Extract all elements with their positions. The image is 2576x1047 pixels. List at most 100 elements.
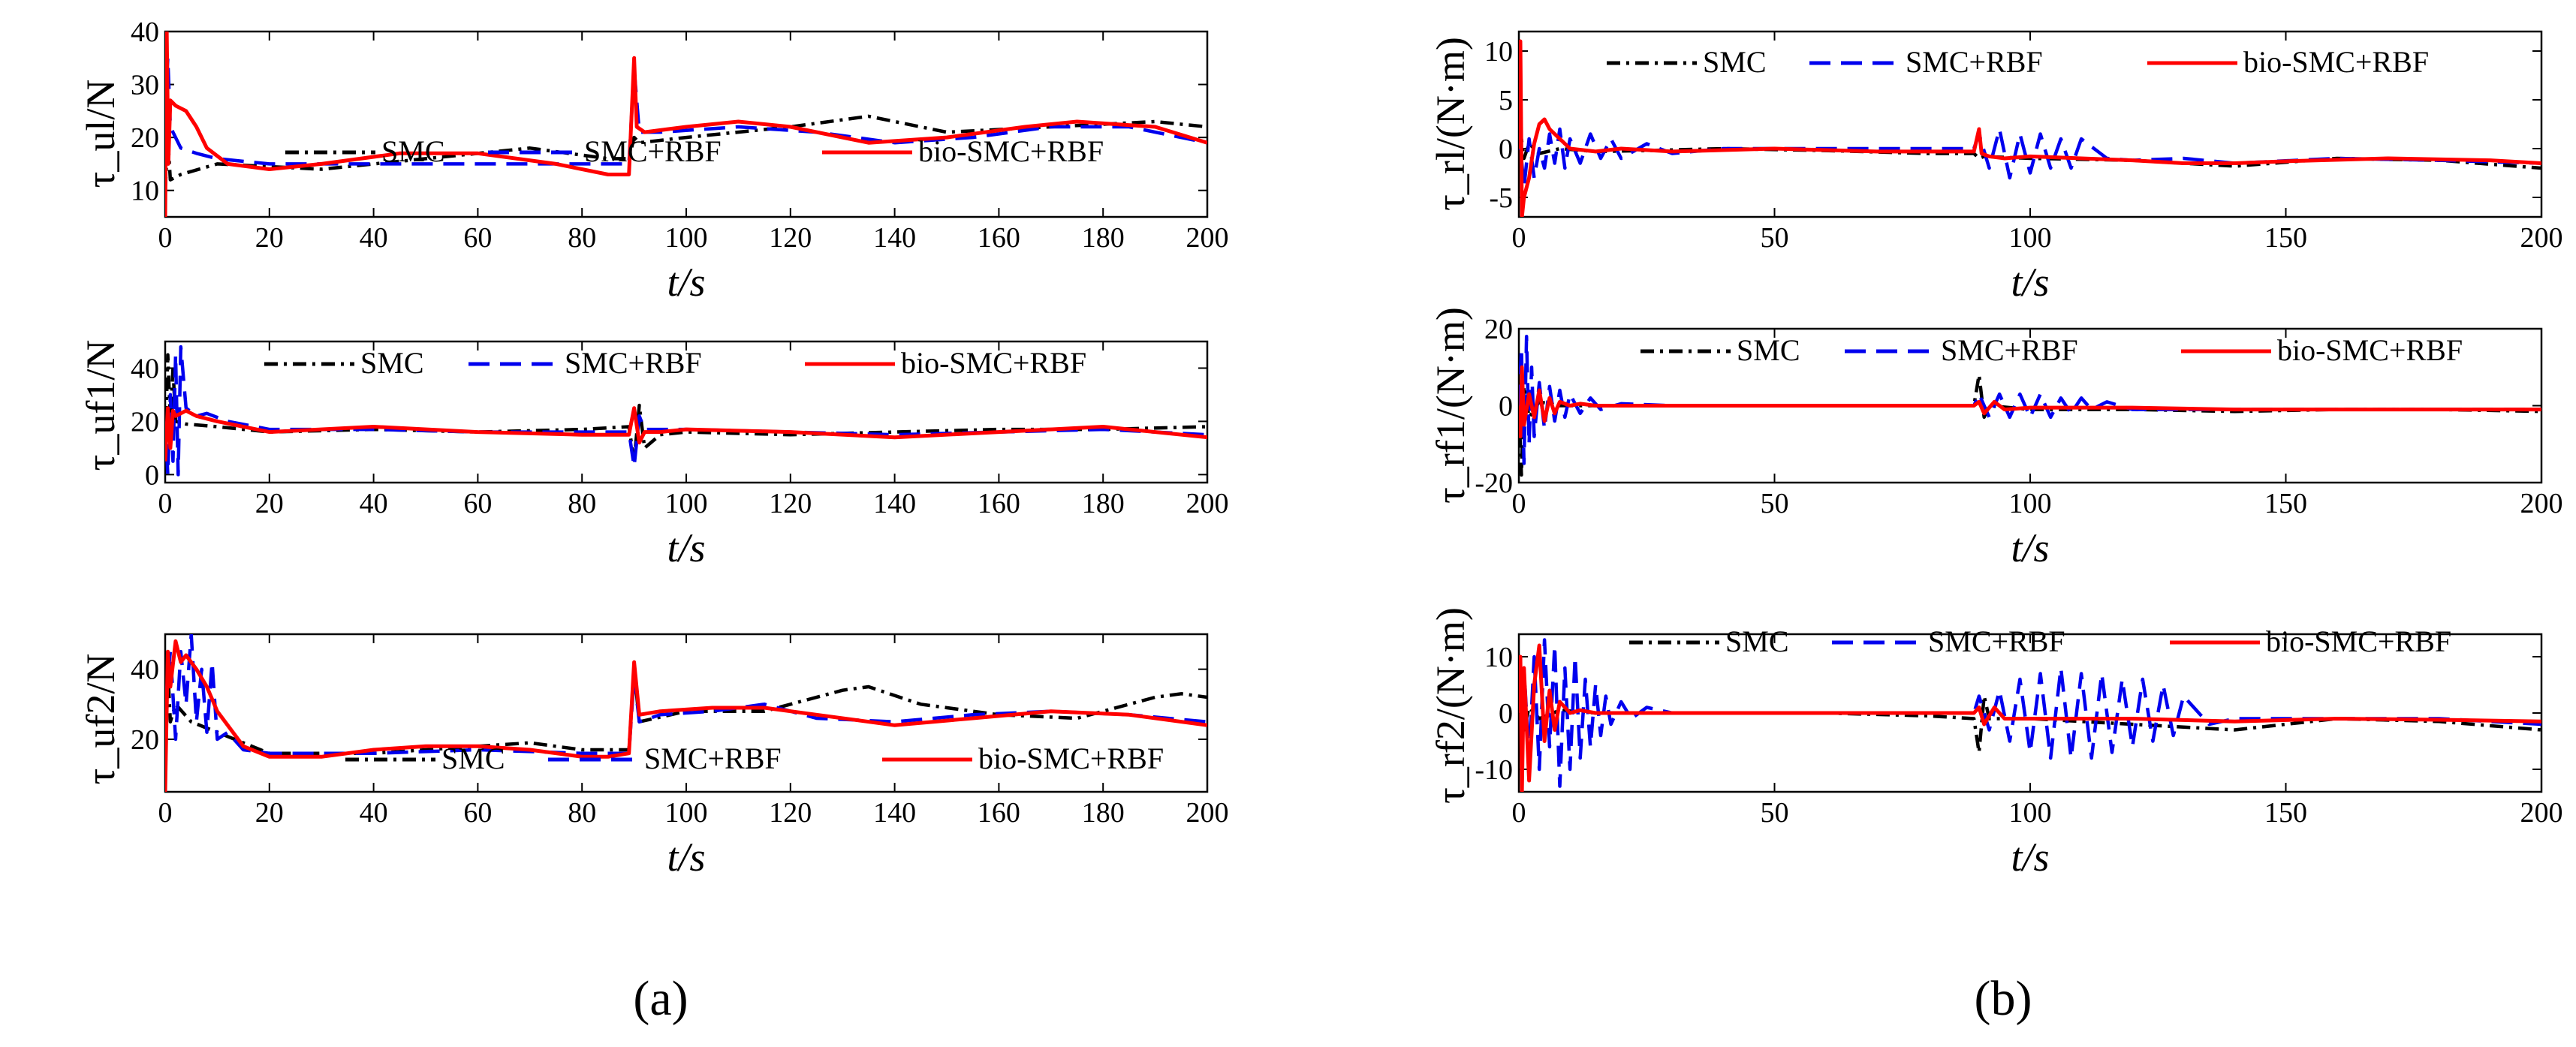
legend-label: SMC+RBF bbox=[1928, 624, 2065, 658]
x-tick-label: 200 bbox=[1186, 797, 1229, 829]
chart-a2: τ_uf1/N 0 20 40 60 80 100 120 140 160 180 200 0 20 40… bbox=[78, 340, 1229, 570]
x-tick-label: 100 bbox=[665, 222, 708, 254]
x-tick-label: 160 bbox=[978, 222, 1020, 254]
x-tick-label: 0 bbox=[1512, 222, 1526, 254]
x-tick-label: 40 bbox=[360, 488, 388, 519]
x-tick-label: 150 bbox=[2264, 222, 2307, 254]
xlabel-a2: t/s bbox=[667, 525, 705, 570]
legend-label: SMC bbox=[381, 134, 445, 168]
ylabel-a2: τ_uf1/N bbox=[78, 340, 123, 471]
x-tick-label: 20 bbox=[255, 797, 284, 829]
ylabel-a3: τ_uf2/N bbox=[78, 654, 123, 785]
legend-label: SMC bbox=[1725, 624, 1789, 658]
series-line-bio-smc-rbf bbox=[165, 639, 1207, 792]
x-tick-label: 80 bbox=[568, 488, 596, 519]
xlabel-a3: t/s bbox=[667, 835, 705, 880]
x-tick-label: 50 bbox=[1761, 797, 1789, 829]
xlabel-a1: t/s bbox=[667, 260, 705, 305]
series-line-smc bbox=[1519, 373, 2541, 477]
series-line-smc bbox=[165, 114, 1207, 191]
ylabel-b3: τ_rf2/(N·m) bbox=[1428, 607, 1473, 804]
x-tick-label: 80 bbox=[568, 222, 596, 254]
y-tick-label: 5 bbox=[1499, 85, 1513, 116]
legend-label: SMC+RBF bbox=[1941, 333, 2078, 367]
legend-label: bio-SMC+RBF bbox=[2243, 45, 2429, 79]
x-tick-label: 100 bbox=[2009, 222, 2052, 254]
x-tick-label: 40 bbox=[360, 222, 388, 254]
x-tick-label: 140 bbox=[873, 797, 916, 829]
y-tick-label: 20 bbox=[131, 122, 159, 154]
panel-label-a: (a) bbox=[633, 971, 688, 1026]
x-tick-label: 0 bbox=[158, 797, 173, 829]
y-tick-label: 0 bbox=[145, 459, 159, 491]
x-tick-label: 60 bbox=[463, 488, 492, 519]
legend-label: SMC bbox=[1703, 45, 1767, 79]
legend-label: SMC+RBF bbox=[565, 346, 702, 380]
x-tick-label: 120 bbox=[769, 222, 812, 254]
y-tick-label: -20 bbox=[1475, 468, 1513, 499]
x-tick-label: 50 bbox=[1761, 488, 1789, 519]
x-tick-label: 160 bbox=[978, 797, 1020, 829]
x-tick-label: 100 bbox=[2009, 488, 2052, 519]
x-tick-label: 140 bbox=[873, 222, 916, 254]
y-tick-label: -5 bbox=[1489, 182, 1513, 214]
legend-label: SMC+RBF bbox=[644, 742, 782, 775]
y-tick-label: 30 bbox=[131, 70, 159, 101]
x-tick-label: 180 bbox=[1082, 488, 1125, 519]
x-tick-label: 150 bbox=[2264, 488, 2307, 519]
x-tick-label: 160 bbox=[978, 488, 1020, 519]
x-tick-label: 120 bbox=[769, 488, 812, 519]
legend-label: SMC+RBF bbox=[1906, 45, 2043, 79]
series-line-bio-smc-rbf bbox=[1519, 365, 2541, 438]
chart-b3: τ_rf2/(N·m) 0 50 100 150 200 -10 0 10 t/s SMC SMC+… bbox=[1428, 607, 2563, 880]
y-tick-label: 0 bbox=[1499, 391, 1513, 423]
x-tick-label: 0 bbox=[1512, 488, 1526, 519]
y-tick-label: 40 bbox=[131, 654, 159, 686]
y-tick-label: 20 bbox=[131, 406, 159, 438]
y-tick-label: 0 bbox=[1499, 134, 1513, 165]
ylabel-b1: τ_rl/(N·m) bbox=[1428, 37, 1473, 211]
x-tick-label: 100 bbox=[2009, 797, 2052, 829]
legend-label: SMC bbox=[360, 346, 424, 380]
x-tick-label: 180 bbox=[1082, 222, 1125, 254]
x-tick-label: 40 bbox=[360, 797, 388, 829]
legend-label: bio-SMC+RBF bbox=[978, 742, 1164, 775]
x-tick-label: 0 bbox=[1512, 797, 1526, 829]
series-line-bio-smc-rbf bbox=[1519, 643, 2541, 792]
y-tick-label: 10 bbox=[1484, 642, 1513, 673]
x-tick-label: 200 bbox=[2520, 222, 2563, 254]
y-tick-label: 20 bbox=[1484, 314, 1513, 345]
chart-b1: τ_rl/(N·m) 0 50 100 150 200 -5 0 5 10 t/s SMC SMC+R… bbox=[1428, 30, 2563, 305]
x-tick-label: 20 bbox=[255, 222, 284, 254]
x-tick-label: 180 bbox=[1082, 797, 1125, 829]
y-tick-label: 10 bbox=[131, 176, 159, 207]
y-tick-label: 0 bbox=[1499, 698, 1513, 730]
series-line-smc-rbf bbox=[165, 634, 1207, 755]
x-tick-label: 100 bbox=[665, 488, 708, 519]
legend-label: bio-SMC+RBF bbox=[2277, 333, 2463, 367]
x-tick-label: 100 bbox=[665, 797, 708, 829]
chart-a1: τ_ul/N 0 20 40 60 80 100 120 140 160 180 200 10 20 30… bbox=[78, 17, 1229, 305]
series-line-smc-rbf bbox=[1519, 638, 2541, 788]
series-line-smc-rbf bbox=[1519, 127, 2541, 190]
y-tick-label: 10 bbox=[1484, 36, 1513, 68]
x-tick-label: 200 bbox=[1186, 222, 1229, 254]
y-tick-label: 20 bbox=[131, 724, 159, 756]
ylabel-b2: τ_rf1/(N·m) bbox=[1428, 307, 1473, 504]
x-tick-label: 50 bbox=[1761, 222, 1789, 254]
ylabel-a1: τ_ul/N bbox=[78, 80, 123, 188]
x-tick-label: 60 bbox=[463, 797, 492, 829]
y-tick-label: 40 bbox=[131, 17, 159, 48]
series-line-bio-smc-rbf bbox=[165, 406, 1207, 462]
chart-a3: τ_uf2/N 0 20 40 60 80 100 120 140 160 180 200 20 40 t… bbox=[78, 633, 1229, 880]
x-tick-label: 0 bbox=[158, 222, 173, 254]
legend-label: bio-SMC+RBF bbox=[901, 346, 1086, 380]
x-tick-label: 0 bbox=[158, 488, 173, 519]
x-tick-label: 200 bbox=[2520, 488, 2563, 519]
legend-label: SMC bbox=[441, 742, 505, 775]
x-tick-label: 150 bbox=[2264, 797, 2307, 829]
legend-label: SMC bbox=[1737, 333, 1800, 367]
x-tick-label: 140 bbox=[873, 488, 916, 519]
